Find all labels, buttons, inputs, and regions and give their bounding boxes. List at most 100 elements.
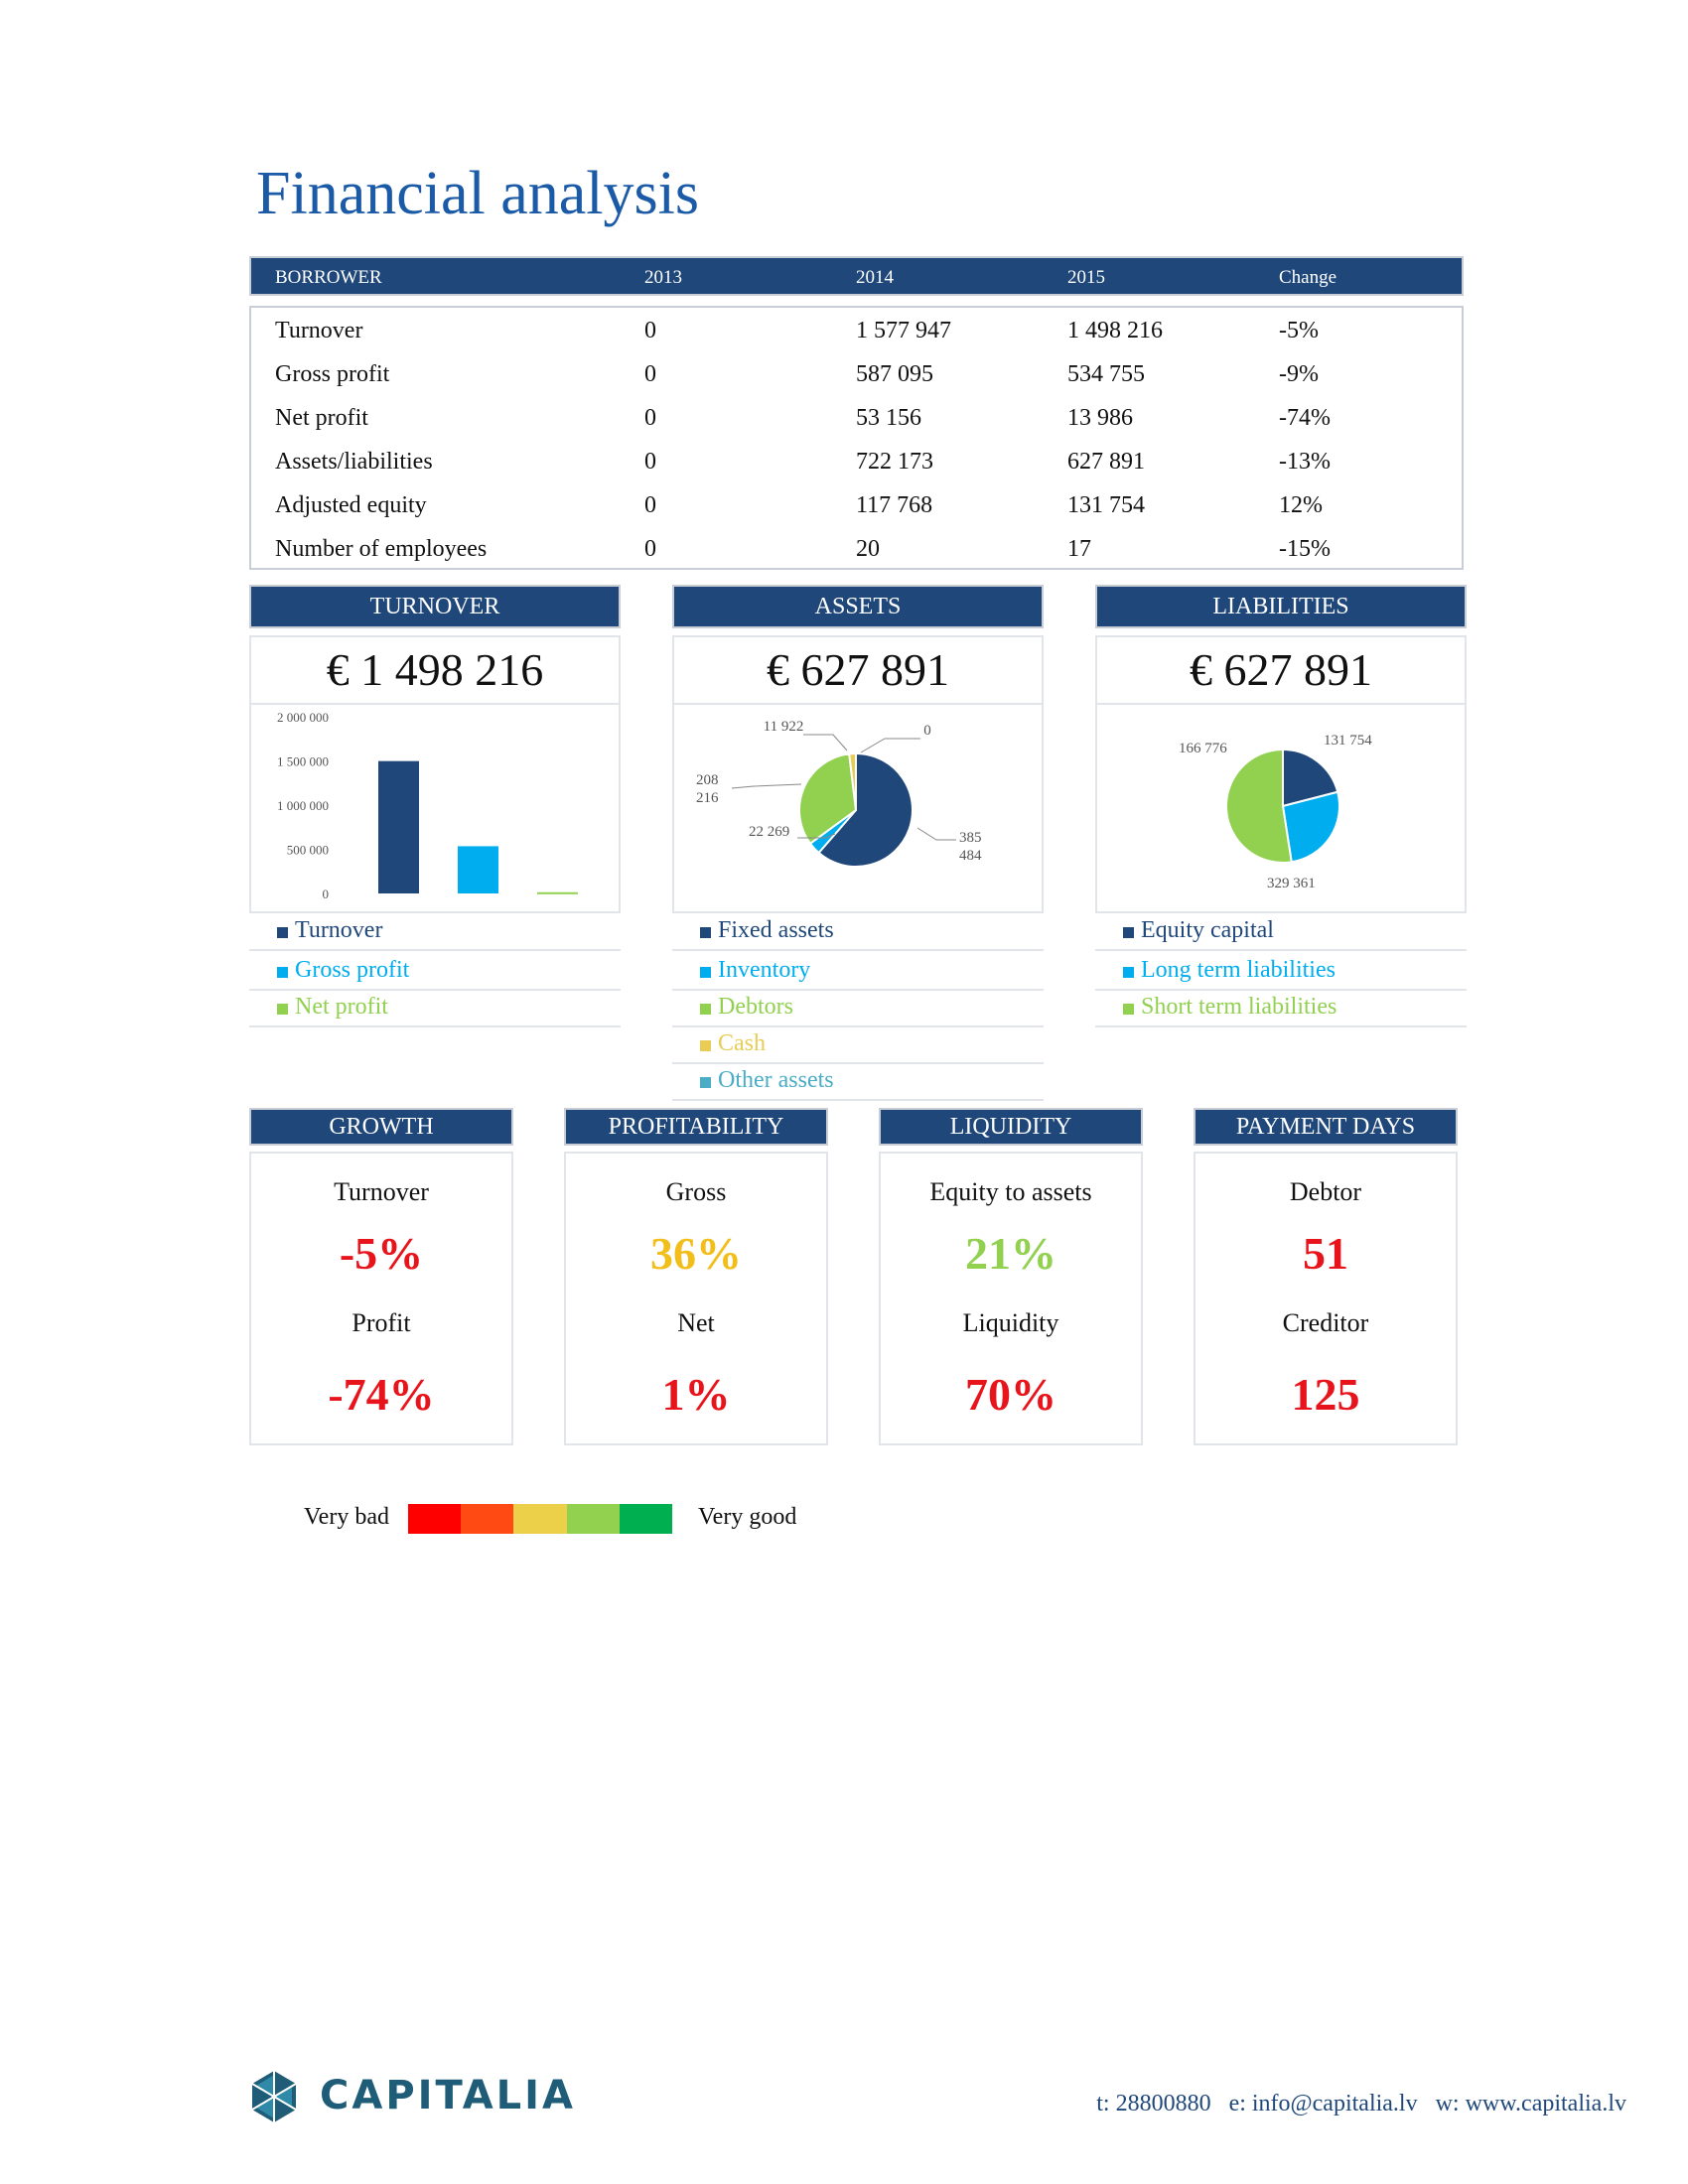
y-tick-label: 2 000 000	[277, 710, 329, 725]
turnover-value: € 1 498 216	[326, 644, 544, 695]
table-cell: 0	[644, 361, 656, 387]
pie-slice	[798, 752, 858, 846]
legend-label: Debtors	[718, 994, 793, 1020]
legend-swatch	[1123, 1004, 1134, 1015]
legend-label: Inventory	[718, 957, 811, 983]
legend-label: Long term liabilities	[1141, 957, 1336, 983]
assets-header: ASSETS	[672, 585, 1044, 628]
kpi-value: 51	[1303, 1228, 1348, 1279]
legend-item: Other assets	[672, 1065, 1044, 1101]
legend-label: Gross profit	[295, 957, 410, 983]
kpi-value: -5%	[339, 1228, 424, 1279]
legend-swatch	[277, 967, 288, 978]
turnover-bar-chart: 0 500 000 1 000 000 1 500 000 2 000 000	[277, 710, 578, 901]
footer-contact: t: 28800880 e: info@capitalia.lv w: www.…	[1096, 2091, 1626, 2116]
table-cell: 627 891	[1067, 449, 1145, 475]
table-cell: -9%	[1279, 361, 1319, 387]
table-cell: 0	[644, 405, 656, 431]
assets-value: € 627 891	[767, 644, 949, 695]
kpi-value: 125	[1291, 1369, 1360, 1420]
kpi-label: Creditor	[1282, 1308, 1369, 1337]
leader-line	[916, 827, 956, 841]
kpi-value: 36%	[650, 1228, 742, 1279]
legend-swatch	[700, 1004, 711, 1015]
table-cell: 0	[644, 318, 656, 343]
scale-segment	[566, 1504, 620, 1534]
assets-panel: € 627 891 385 484 22 269 208 216 11 922 0	[672, 635, 1044, 913]
y-tick-label: 500 000	[287, 843, 329, 858]
table-cell: Net profit	[275, 405, 368, 431]
kpi-header: PROFITABILITY	[564, 1108, 828, 1146]
kpi-header: GROWTH	[249, 1108, 513, 1146]
capitalia-logo-icon	[251, 2071, 297, 2122]
scale-segment	[619, 1504, 673, 1534]
pie-slice	[1281, 790, 1340, 864]
legend-label: Equity capital	[1141, 917, 1274, 943]
table-cell: -5%	[1279, 318, 1319, 343]
scale-segment	[513, 1504, 567, 1534]
table-row: Net profit 0 53 156 13 986 -74%	[251, 397, 1462, 441]
legend-swatch	[1123, 967, 1134, 978]
kpi-value: -74%	[328, 1369, 435, 1420]
pie-slice	[1282, 748, 1339, 808]
table-cell: 1 577 947	[856, 318, 951, 343]
bar	[378, 760, 419, 893]
liabilities-panel: € 627 891 131 754 166 776 329 361	[1095, 635, 1467, 913]
kpi-panel: Turnover -5% Profit -74%	[249, 1152, 513, 1445]
kpi-panel: Equity to assets 21% Liquidity 70%	[879, 1152, 1143, 1445]
legend-swatch	[277, 927, 288, 938]
legend-swatch	[277, 1004, 288, 1015]
header-2013: 2013	[644, 267, 682, 288]
legend-label: Turnover	[295, 917, 383, 943]
legend-swatch	[700, 1077, 711, 1088]
y-tick-label: 1 500 000	[277, 754, 329, 769]
pie-data-label: 22 269	[749, 824, 789, 840]
bar	[458, 846, 498, 893]
kpi-label: Turnover	[334, 1177, 429, 1206]
borrower-table: Turnover 0 1 577 947 1 498 216 -5% Gross prof…	[249, 306, 1464, 570]
turnover-panel: € 1 498 216 0 500 000 1 000 000 1 500 000 2 …	[249, 635, 621, 913]
table-row: Assets/liabilities 0 722 173 627 891 -13%	[251, 441, 1462, 484]
table-cell: 534 755	[1067, 361, 1145, 387]
table-row: Number of employees 0 20 17 -15%	[251, 528, 1462, 572]
legend-item: Short term liabilities	[1095, 992, 1467, 1027]
liabilities-pie-chart: 131 754 166 776 329 361	[1179, 733, 1372, 891]
pie-slice	[1225, 748, 1293, 864]
leader-line	[731, 783, 802, 789]
brand-name: CAPITALIA	[320, 2073, 576, 2118]
table-cell: Assets/liabilities	[275, 449, 433, 475]
table-cell: 13 986	[1067, 405, 1133, 431]
header-2015: 2015	[1067, 267, 1105, 288]
legend-swatch	[700, 927, 711, 938]
table-cell: 12%	[1279, 492, 1323, 518]
scale-segment	[408, 1504, 462, 1534]
kpi-label: Debtor	[1289, 1177, 1362, 1206]
table-cell: 0	[644, 449, 656, 475]
table-cell: 587 095	[856, 361, 933, 387]
legend-item: Inventory	[672, 955, 1044, 991]
pie-data-label: 166 776	[1179, 741, 1227, 756]
assets-pie-chart: 385 484 22 269 208 216 11 922 0	[696, 719, 982, 868]
legend-item: Cash	[672, 1028, 1044, 1064]
table-cell: Gross profit	[275, 361, 390, 387]
turnover-header: TURNOVER	[249, 585, 621, 628]
table-cell: 117 768	[856, 492, 933, 518]
legend-item: Long term liabilities	[1095, 955, 1467, 991]
pie-slice	[817, 751, 914, 868]
table-row: Turnover 0 1 577 947 1 498 216 -5%	[251, 310, 1462, 353]
leader-line	[860, 738, 920, 753]
table-cell: -13%	[1279, 449, 1331, 475]
bar	[537, 891, 578, 894]
kpi-panel: Gross 36% Net 1%	[564, 1152, 828, 1445]
y-tick-label: 0	[323, 887, 330, 901]
legend-label: Short term liabilities	[1141, 994, 1337, 1020]
kpi-panel: Debtor 51 Creditor 125	[1194, 1152, 1458, 1445]
pie-data-label: 11 922	[764, 719, 804, 735]
y-tick-label: 1 000 000	[277, 798, 329, 813]
legend-item: Fixed assets	[672, 915, 1044, 951]
header-borrower: BORROWER	[275, 267, 382, 288]
page-title: Financial analysis	[256, 160, 699, 227]
kpi-value: 21%	[965, 1228, 1056, 1279]
table-cell: -15%	[1279, 536, 1331, 562]
table-cell: 0	[644, 492, 656, 518]
